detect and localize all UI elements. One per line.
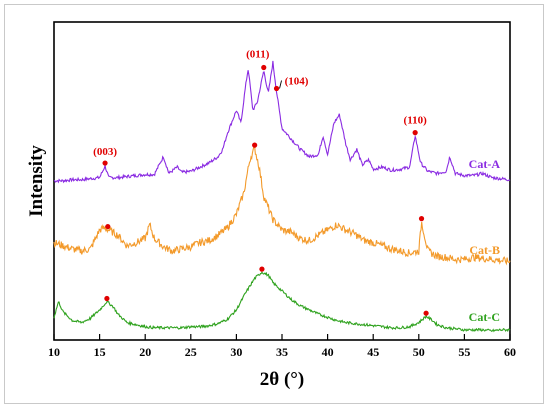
peak-marker <box>273 85 280 92</box>
label-pointer <box>279 80 282 89</box>
series-line-cat-a <box>53 60 511 184</box>
x-tick-label: 60 <box>504 345 516 359</box>
series-label-cat-b: Cat-B <box>469 243 500 257</box>
x-tick-label: 30 <box>230 345 242 359</box>
x-tick-label: 40 <box>322 345 334 359</box>
x-tick-label: 50 <box>413 345 425 359</box>
x-axis-ticks: 10 15 20 25 30 35 40 45 50 55 60 <box>48 334 516 359</box>
x-tick-label: 45 <box>367 345 379 359</box>
x-tick-label: 25 <box>185 345 197 359</box>
peak-marker <box>252 142 258 148</box>
x-tick-label: 15 <box>94 345 106 359</box>
peak-markers <box>102 64 429 316</box>
peak-marker <box>261 64 267 71</box>
peak-marker <box>102 160 108 166</box>
x-axis-title: 2θ (°) <box>260 369 304 390</box>
peak-label: (011) <box>246 49 270 61</box>
peak-label: (104) <box>285 76 309 88</box>
series-label-cat-c: Cat-C <box>469 310 500 324</box>
peak-label: (003) <box>93 146 117 158</box>
x-tick-label: 55 <box>458 345 470 359</box>
peak-marker <box>105 223 111 230</box>
annotation-labels: Cat-A Cat-B Cat-C (003) (011) (104) (110) <box>93 49 500 325</box>
series-label-cat-a: Cat-A <box>469 157 501 171</box>
peak-label: (110) <box>404 115 428 127</box>
series-line-cat-b <box>53 144 511 266</box>
plot-area <box>53 21 511 341</box>
peak-marker <box>418 216 425 222</box>
x-tick-label: 35 <box>276 345 288 359</box>
x-tick-label: 10 <box>48 345 60 359</box>
y-axis-title: Intensity <box>26 145 47 217</box>
peak-marker <box>104 295 110 302</box>
series-line-cat-c <box>53 271 511 333</box>
series-lines <box>53 60 511 333</box>
x-tick-label: 20 <box>139 345 151 359</box>
peak-marker <box>423 310 429 316</box>
peak-marker <box>412 130 418 136</box>
peak-marker <box>259 266 265 272</box>
